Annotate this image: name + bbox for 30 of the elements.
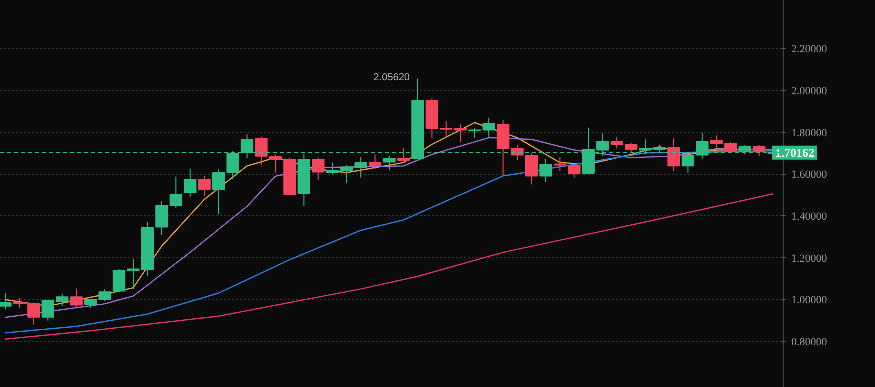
candlestick — [312, 157, 325, 181]
candlestick — [468, 127, 482, 138]
candlestick — [255, 136, 268, 166]
candlestick — [13, 297, 26, 309]
y-tick-label: 1.80000 — [792, 127, 828, 140]
annotation: 2.05620 — [374, 72, 410, 84]
candlestick — [568, 165, 581, 178]
y-tick-label: 0.80000 — [792, 336, 828, 348]
y-tick-label: 2.00000 — [792, 85, 828, 98]
candlestick — [184, 168, 197, 198]
ref-line-label: 1.70162 — [776, 146, 814, 160]
candlestick — [752, 144, 766, 157]
y-tick-label: 1.00000 — [792, 294, 828, 307]
y-tick-label: 1.60000 — [792, 169, 828, 182]
y-tick-label: 1.20000 — [792, 252, 828, 265]
candlestick — [540, 158, 552, 183]
candlestick — [454, 124, 467, 143]
candlestick — [668, 138, 680, 172]
line-series — [4, 193, 774, 340]
candlestick — [28, 302, 40, 326]
candlestick — [198, 176, 211, 197]
candlestick — [70, 288, 83, 308]
y-tick-label: 2.20000 — [792, 44, 828, 56]
candlestick — [0, 292, 12, 310]
candlestick — [482, 117, 496, 140]
candlestick — [397, 147, 410, 162]
y-tick-label: 1.40000 — [792, 210, 828, 223]
candlestick — [368, 154, 382, 170]
candlestick — [383, 156, 396, 172]
candlestick — [554, 156, 567, 172]
